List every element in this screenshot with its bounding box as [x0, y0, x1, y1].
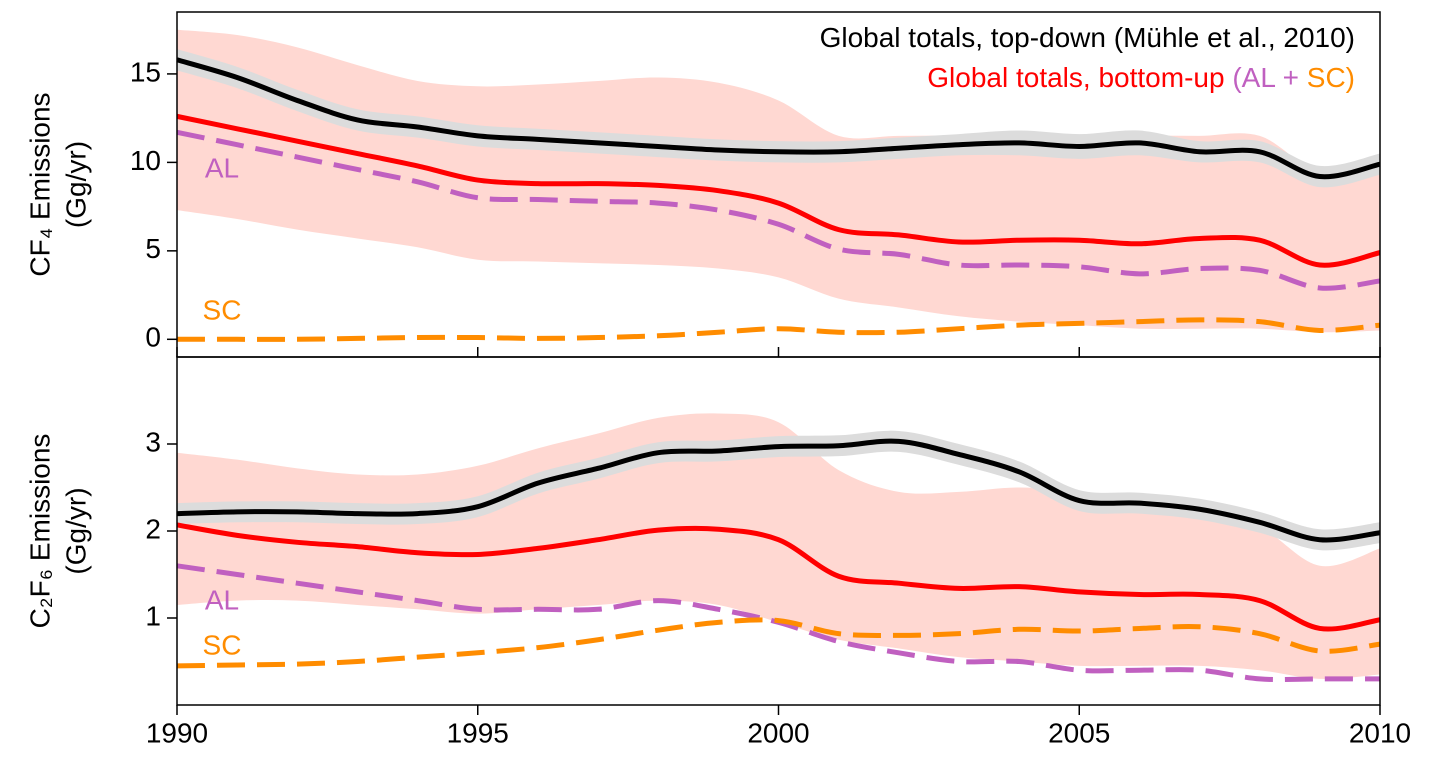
uncertainty-band — [177, 29, 1380, 333]
series-label: SC — [203, 294, 242, 325]
annotation: Global totals, top-down (Mühle et al., 2… — [820, 22, 1355, 53]
annotation-part: (AL + — [1232, 62, 1306, 93]
y-axis-label: (Gg/yr) — [60, 487, 91, 574]
series-line — [176, 57, 1381, 180]
y-tick-label: 10 — [130, 145, 161, 176]
series-label: AL — [205, 584, 239, 615]
annotation: Global totals, bottom-up (AL + SC) — [927, 62, 1355, 93]
x-tick-label: 1995 — [447, 717, 509, 748]
uncertainty-band — [177, 413, 1380, 679]
x-tick-label: 2000 — [747, 717, 809, 748]
annotation-part: Global totals, top-down (Mühle et al., 2… — [820, 22, 1355, 53]
series-line — [176, 438, 1381, 543]
y-tick-label: 1 — [145, 600, 161, 631]
y-tick-label: 2 — [145, 513, 161, 544]
x-tick-label: 1990 — [146, 717, 208, 748]
x-tick-label: 2005 — [1048, 717, 1110, 748]
y-tick-label: 5 — [145, 233, 161, 264]
uncertainty-band — [177, 430, 1380, 551]
series-label: AL — [205, 152, 239, 183]
series-line — [177, 317, 1381, 342]
y-axis-label: CF₄ Emissions — [24, 92, 55, 276]
uncertainty-band — [177, 49, 1380, 188]
series-line — [176, 113, 1381, 268]
y-tick-label: 0 — [145, 322, 161, 353]
x-tick-label: 2010 — [1349, 717, 1411, 748]
annotation-part: Global totals, bottom-up — [927, 62, 1232, 93]
series-line — [176, 617, 1381, 669]
series-line — [176, 522, 1381, 632]
y-tick-label: 3 — [145, 426, 161, 457]
y-axis-label: (Gg/yr) — [60, 141, 91, 228]
annotation-part: SC) — [1307, 62, 1355, 93]
series-label: SC — [203, 629, 242, 660]
y-tick-label: 15 — [130, 56, 161, 87]
y-axis-label: C₂F₆ Emissions — [24, 434, 55, 629]
series-line — [176, 129, 1381, 291]
